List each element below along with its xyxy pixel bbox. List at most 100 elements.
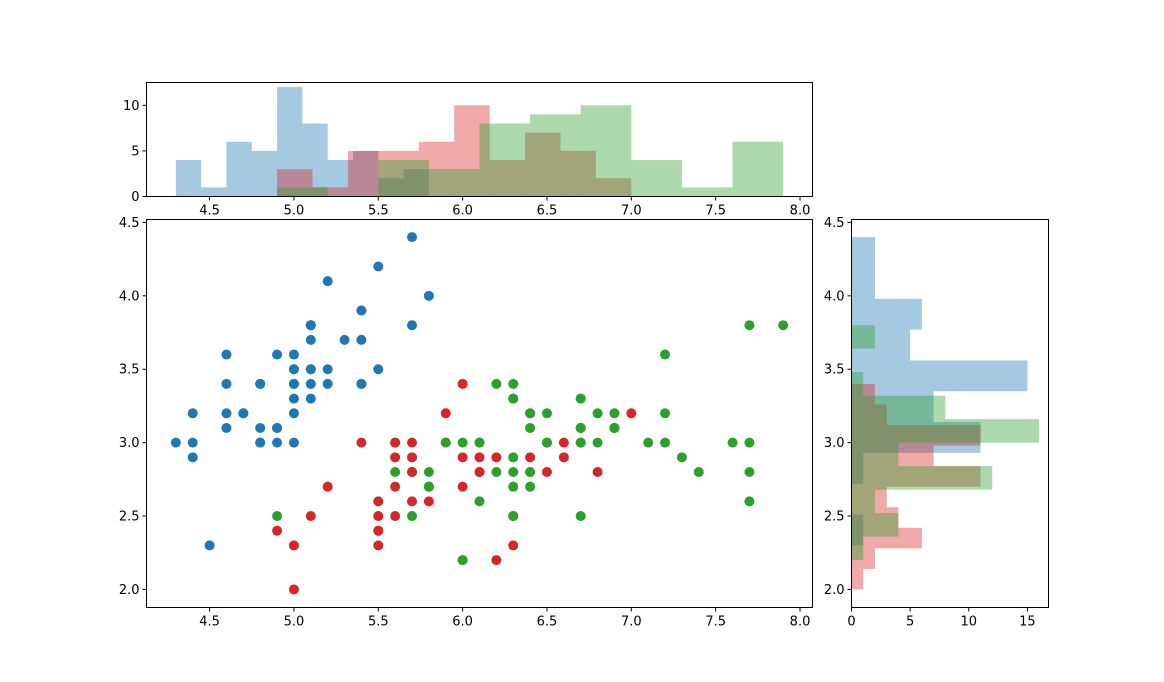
histogram-bar-versicolor [851,507,899,528]
scatter-point-versicolor [541,467,552,478]
scatter-point-setosa [272,349,283,360]
tick-label: 7.5 [705,204,726,219]
tick-label: 4.5 [199,615,220,630]
scatter-point-setosa [288,408,299,419]
scatter-point-setosa [221,349,232,360]
scatter-point-versicolor [390,481,401,492]
scatter-point-setosa [407,232,418,243]
histogram-bar-setosa [378,178,404,197]
scatter-point-setosa [187,408,198,419]
scatter-x-ticks: 4.5 5.0 5.5 6.0 6.5 7.0 7.5 8.0 [199,607,811,630]
histogram-bar-setosa [226,141,252,197]
scatter-point-setosa [272,422,283,433]
histogram-bar-setosa [251,150,278,197]
scatter-point-setosa [322,276,333,287]
scatter-point-virginica [592,408,603,419]
histogram-bar-versicolor [851,445,934,467]
scatter-point-virginica [676,452,687,463]
tick-label: 0 [131,190,139,205]
scatter-point-virginica [525,481,536,492]
scatter-point-setosa [170,437,181,448]
tick-label: 7.5 [705,615,726,630]
scatter-frame [146,219,813,608]
scatter-point-virginica [423,481,434,492]
histogram-bar-setosa [327,160,353,197]
scatter-point-setosa [255,422,266,433]
scatter-point-virginica [727,437,738,448]
scatter-point-versicolor [390,437,401,448]
scatter-point-virginica [660,408,671,419]
scatter-point-virginica [474,496,485,507]
right-histogram-axes: 0 5 10 15 2.0 2.5 3.0 3.5 4.0 4.5 [824,216,1049,630]
scatter-point-virginica [660,349,671,360]
scatter-point-setosa [305,393,316,404]
scatter-point-virginica [744,467,755,478]
tick-label: 0 [847,615,855,630]
histogram-bar-virginica [851,466,993,490]
scatter-point-versicolor [407,496,418,507]
scatter-point-virginica [272,511,283,522]
scatter-point-setosa [356,305,367,316]
scatter-point-setosa [322,364,333,375]
scatter-point-setosa [272,437,283,448]
scatter-point-versicolor [508,540,519,551]
scatter-point-versicolor [407,467,418,478]
tick-label: 10 [960,615,977,630]
scatter-point-setosa [305,334,316,345]
histogram-bar-versicolor [277,169,313,197]
histogram-bar-setosa [851,422,981,453]
scatter-point-setosa [255,378,266,389]
tick-label: 7.0 [621,204,642,219]
histogram-bar-setosa [851,329,911,361]
histogram-bar-versicolor [851,527,922,549]
tick-label: 15 [1019,615,1036,630]
scatter-point-virginica [508,481,519,492]
scatter-point-versicolor [390,452,401,463]
top-histogram-x-ticks: 4.5 5.0 5.5 6.0 6.5 7.0 7.5 8.0 [199,196,811,219]
scatter-point-versicolor [288,540,299,551]
tick-label: 4.0 [119,289,140,304]
scatter-point-versicolor [407,437,418,448]
tick-label: 2.0 [824,583,845,598]
histogram-bar-virginica [580,105,632,197]
tick-label: 8.0 [790,615,811,630]
histogram-bar-virginica [851,536,864,561]
right-histogram-y-ticks: 2.0 2.5 3.0 3.5 4.0 4.5 [824,216,852,598]
tick-label: 4.0 [824,289,845,304]
scatter-point-virginica [660,437,671,448]
scatter-point-virginica [541,408,552,419]
histogram-bar-virginica [851,395,946,420]
histogram-bar-virginica [530,114,581,197]
tick-label: 4.5 [199,204,220,219]
tick-label: 6.0 [452,204,473,219]
scatter-point-setosa [288,437,299,448]
tick-label: 5.5 [368,204,389,219]
scatter-point-versicolor [390,511,401,522]
scatter-point-virginica [440,437,451,448]
scatter-point-versicolor [288,584,299,595]
histogram-bar-setosa [851,298,922,330]
histogram-bar-versicolor [383,150,419,197]
tick-label: 8.0 [790,204,811,219]
scatter-point-virginica [457,437,468,448]
scatter-point-setosa [288,364,299,375]
scatter-point-virginica [491,467,502,478]
tick-label: 5.0 [284,204,305,219]
histogram-bar-setosa [403,169,429,197]
right-histogram-x-ticks: 0 5 10 15 [847,607,1036,630]
tick-label: 10 [123,99,140,114]
histogram-bar-versicolor [347,150,384,197]
scatter-point-virginica [592,437,603,448]
scatter-point-setosa [288,393,299,404]
histogram-bar-setosa [851,452,864,484]
scatter-point-virginica [744,496,755,507]
scatter-point-versicolor [457,481,468,492]
scatter-point-versicolor [457,378,468,389]
histogram-bar-virginica [681,187,733,197]
scatter-point-virginica [541,437,552,448]
histogram-bar-versicolor [489,160,526,197]
scatter-point-setosa [305,320,316,331]
scatter-point-setosa [187,437,198,448]
scatter-point-virginica [508,378,519,389]
